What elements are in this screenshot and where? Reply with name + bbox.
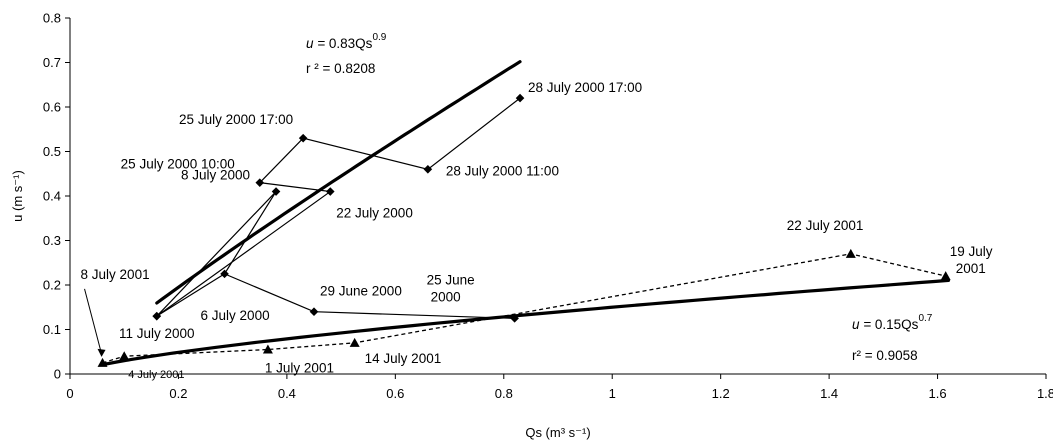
diamond-marker [423,165,433,174]
x-tick-label: 0.2 [169,386,187,401]
point-label: 2001 [956,261,986,276]
triangle-marker [349,337,360,347]
point-label: 28 July 2000 17:00 [528,80,642,95]
y-tick-label: 0 [54,367,61,382]
diamond-marker [309,307,319,316]
x-tick-label: 0 [66,386,73,401]
fit-curve-2001 [100,278,951,367]
point-label: 11 July 2000 [119,326,195,341]
y-tick-label: 0.5 [43,144,61,159]
point-label: 25 July 2000 10:00 [121,157,235,172]
point-label: 28 July 2000 11:00 [446,163,559,178]
diamond-marker [515,93,525,103]
point-labels: 11 July 2000 8 July 2000 22 July 2000 25 Ju… [81,80,993,381]
x-tick-label: 1.6 [929,386,947,401]
point-label: 2000 [431,289,461,304]
series-2001-line [102,253,946,364]
point-label: 25 July 2000 17:00 [179,112,293,127]
y-tick-label: 0.6 [43,100,61,115]
triangle-marker [97,357,108,367]
data-markers [97,93,951,367]
label-pointer-arrow [84,288,103,355]
fit-equation: u = 0.15Qs0.7 [852,313,933,332]
triangle-marker [262,344,273,354]
diamond-marker [220,269,229,279]
y-tick-label: 0.7 [43,55,61,70]
diamond-marker [325,187,335,196]
series-2000-branch-connector [156,273,225,317]
x-tick-label: 1.2 [712,386,730,401]
axes: 00.10.20.30.40.50.60.70.80 0.2 0.4 0.6 0.8 1 1… [10,11,1053,441]
x-tick-label: 1.8 [1037,386,1053,401]
point-label: 8 July 2000 [181,168,250,183]
triangle-marker [845,248,856,258]
x-tick-label: 0.8 [495,386,513,401]
x-tick-label: 1 [609,386,616,401]
diamond-marker [271,187,281,196]
point-label: 29 June 2000 [320,284,402,299]
point-label: 19 July [950,244,993,259]
fit-equations: u = 0.83Qs0.9 r ² = 0.8208 u = 0.15Qs0.7 r²… [306,32,933,363]
point-label: 8 July 2001 [81,267,150,282]
y-tick-label: 0.4 [43,189,61,204]
point-label: 6 July 2000 [201,308,270,323]
point-label: 4 July 2001 [128,369,184,381]
point-label: 1 July 2001 [265,361,334,376]
label-pointer-arrowhead [97,348,106,357]
x-tick-label: 0.4 [278,386,296,401]
y-tick-label: 0.3 [43,233,61,248]
diamond-marker [255,178,265,187]
series-2000-line [156,97,521,317]
fit-curve-2000 [155,60,522,305]
triangle-marker [940,271,951,281]
point-label: 22 July 2000 [336,206,413,221]
series-2000-branch-connector [224,191,277,275]
point-label: 25 June [427,272,475,287]
x-tick-label: 1.4 [820,386,838,401]
x-axis-title: Qs (m³ s⁻¹) [525,425,590,440]
point-label: 14 July 2001 [365,351,442,366]
point-label: 22 July 2001 [787,218,864,233]
y-tick-label: 0.2 [43,278,61,293]
x-tick-label: 0.6 [386,386,404,401]
y-axis-title: u (m s⁻¹) [10,170,25,222]
fit-curves [100,60,951,367]
fit-r-squared: r ² = 0.8208 [306,61,375,76]
triangle-marker [119,351,130,361]
y-tick-label: 0.8 [43,11,61,26]
fit-equation: u = 0.83Qs0.9 [306,32,387,51]
fit-r-squared: r² = 0.9058 [852,348,918,363]
diamond-marker [510,314,519,323]
diamond-marker [152,311,162,321]
y-tick-label: 0.1 [43,322,61,337]
diamond-marker [298,133,308,143]
